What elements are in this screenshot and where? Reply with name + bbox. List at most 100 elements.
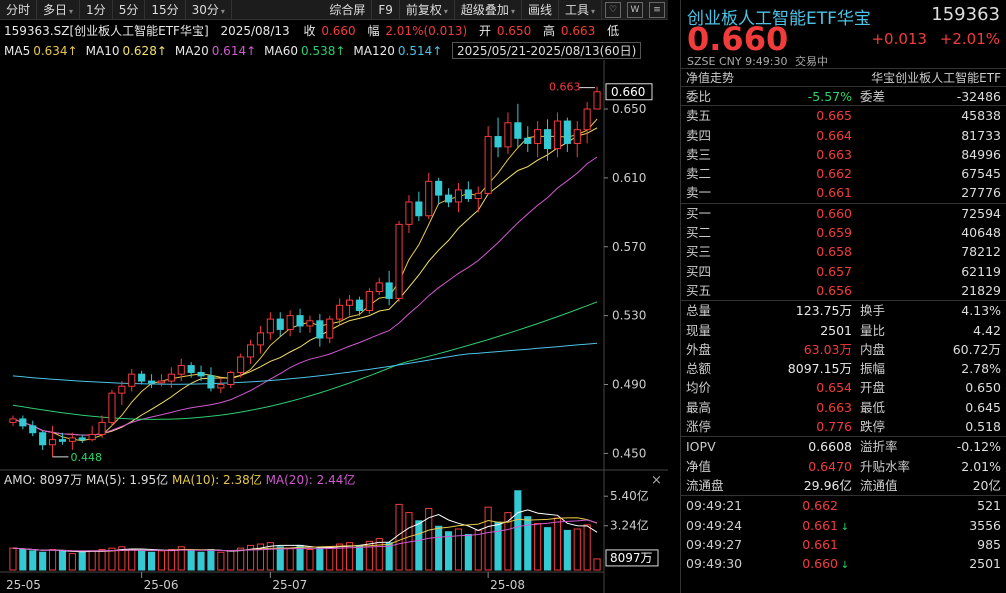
- candle[interactable]: [286, 310, 294, 337]
- candle[interactable]: [385, 270, 393, 306]
- candle[interactable]: [276, 312, 284, 337]
- volume-bar[interactable]: [385, 542, 393, 571]
- order-book-row[interactable]: 卖五 0.665 45838: [681, 106, 1006, 125]
- candle[interactable]: [217, 377, 225, 394]
- candle[interactable]: [147, 374, 156, 388]
- candle[interactable]: [336, 298, 344, 326]
- date-range-label[interactable]: 2025/05/21-2025/08/13(60日): [452, 42, 642, 59]
- favorite-icon[interactable]: ♡: [605, 1, 621, 18]
- volume-bar[interactable]: [444, 531, 453, 571]
- candle[interactable]: [237, 353, 245, 378]
- order-book-row[interactable]: 卖三 0.663 84996: [681, 145, 1006, 164]
- candle[interactable]: [296, 308, 304, 333]
- volume-bar[interactable]: [474, 529, 482, 571]
- candle[interactable]: [534, 121, 542, 158]
- close-icon[interactable]: ×: [651, 473, 662, 488]
- candle[interactable]: [573, 121, 581, 158]
- candle[interactable]: [256, 325, 265, 354]
- volume-bar[interactable]: [524, 516, 532, 571]
- volume-bar[interactable]: [108, 547, 116, 571]
- candle[interactable]: [266, 312, 274, 340]
- candle[interactable]: [316, 313, 324, 347]
- volume-bar[interactable]: [98, 549, 106, 571]
- volume-bar[interactable]: [207, 549, 215, 571]
- order-book-row[interactable]: 买五 0.656 21829: [681, 281, 1006, 300]
- candle[interactable]: [88, 425, 96, 442]
- order-book-row[interactable]: 买二 0.659 40648: [681, 223, 1006, 242]
- volume-bar[interactable]: [286, 547, 294, 571]
- volume-bar[interactable]: [266, 542, 274, 571]
- tool-menu-item-5[interactable]: 工具: [559, 0, 602, 20]
- candle[interactable]: [68, 432, 76, 450]
- volume-bar[interactable]: [256, 543, 265, 571]
- candle[interactable]: [345, 294, 354, 316]
- volume-bar[interactable]: [187, 550, 195, 571]
- order-book-row[interactable]: 买三 0.658 78212: [681, 242, 1006, 261]
- volume-bar[interactable]: [336, 543, 344, 571]
- volume-bar[interactable]: [237, 547, 245, 571]
- order-book-row[interactable]: 卖四 0.664 81733: [681, 126, 1006, 145]
- candle[interactable]: [58, 432, 67, 445]
- volume-bar[interactable]: [88, 550, 96, 571]
- candle[interactable]: [484, 126, 492, 196]
- nav-row[interactable]: 净值走势 华宝创业板人工智能ETF: [681, 68, 1006, 86]
- period-tab-5[interactable]: 30分: [186, 0, 232, 20]
- period-tab-3[interactable]: 5分: [113, 0, 146, 20]
- tool-menu-item-0[interactable]: 综合屏: [323, 0, 373, 20]
- volume-bar[interactable]: [464, 533, 472, 571]
- volume-bar[interactable]: [345, 542, 354, 571]
- volume-bar[interactable]: [157, 550, 166, 571]
- order-book-row[interactable]: 卖一 0.661 27776: [681, 183, 1006, 202]
- candle[interactable]: [48, 425, 57, 457]
- tool-menu-item-4[interactable]: 画线: [522, 0, 559, 20]
- candle[interactable]: [177, 358, 185, 382]
- volume-bar[interactable]: [29, 550, 37, 571]
- period-tab-1[interactable]: 多日: [37, 0, 81, 20]
- volume-bar[interactable]: [9, 547, 17, 571]
- volume-bar[interactable]: [375, 538, 383, 571]
- volume-bar[interactable]: [593, 558, 601, 571]
- volume-bar[interactable]: [504, 512, 512, 571]
- volume-bar[interactable]: [58, 550, 67, 571]
- candle[interactable]: [593, 86, 601, 110]
- volume-bar[interactable]: [306, 549, 314, 571]
- period-tab-2[interactable]: 1分: [80, 0, 113, 20]
- tool-menu-item-3[interactable]: 超级叠加: [455, 0, 522, 20]
- candle[interactable]: [118, 381, 126, 406]
- candle[interactable]: [415, 191, 423, 221]
- candle[interactable]: [246, 339, 255, 364]
- order-book-row[interactable]: 买一 0.660 72594: [681, 204, 1006, 223]
- order-book-row[interactable]: 买四 0.657 62119: [681, 262, 1006, 281]
- candle[interactable]: [138, 370, 146, 385]
- candle[interactable]: [108, 389, 116, 426]
- volume-bar[interactable]: [553, 517, 562, 571]
- volume-bar[interactable]: [197, 551, 205, 571]
- volume-bar[interactable]: [19, 549, 27, 571]
- candle[interactable]: [306, 315, 314, 333]
- volume-bar[interactable]: [415, 520, 423, 571]
- volume-bar[interactable]: [48, 549, 57, 571]
- candle[interactable]: [9, 415, 17, 426]
- candle[interactable]: [504, 112, 512, 154]
- order-book-row[interactable]: 卖二 0.662 67545: [681, 164, 1006, 183]
- volume-bar[interactable]: [276, 546, 284, 571]
- candle[interactable]: [355, 296, 364, 316]
- candle[interactable]: [187, 362, 195, 378]
- period-tab-4[interactable]: 15分: [145, 0, 186, 20]
- volume-bar[interactable]: [147, 551, 156, 571]
- volume-bar[interactable]: [227, 550, 235, 571]
- tool-menu-item-2[interactable]: 前复权: [400, 0, 455, 20]
- volume-bar[interactable]: [326, 546, 334, 571]
- candle[interactable]: [128, 369, 136, 392]
- candle[interactable]: [39, 431, 47, 450]
- volume-bar[interactable]: [296, 544, 304, 571]
- candle[interactable]: [543, 119, 552, 161]
- volume-bar[interactable]: [246, 544, 255, 571]
- volume-bar[interactable]: [39, 551, 47, 571]
- candle[interactable]: [553, 112, 562, 158]
- candle[interactable]: [395, 220, 403, 302]
- volume-bar[interactable]: [167, 549, 175, 571]
- volume-bar[interactable]: [563, 529, 571, 571]
- candle[interactable]: [365, 288, 373, 314]
- candle[interactable]: [464, 181, 472, 202]
